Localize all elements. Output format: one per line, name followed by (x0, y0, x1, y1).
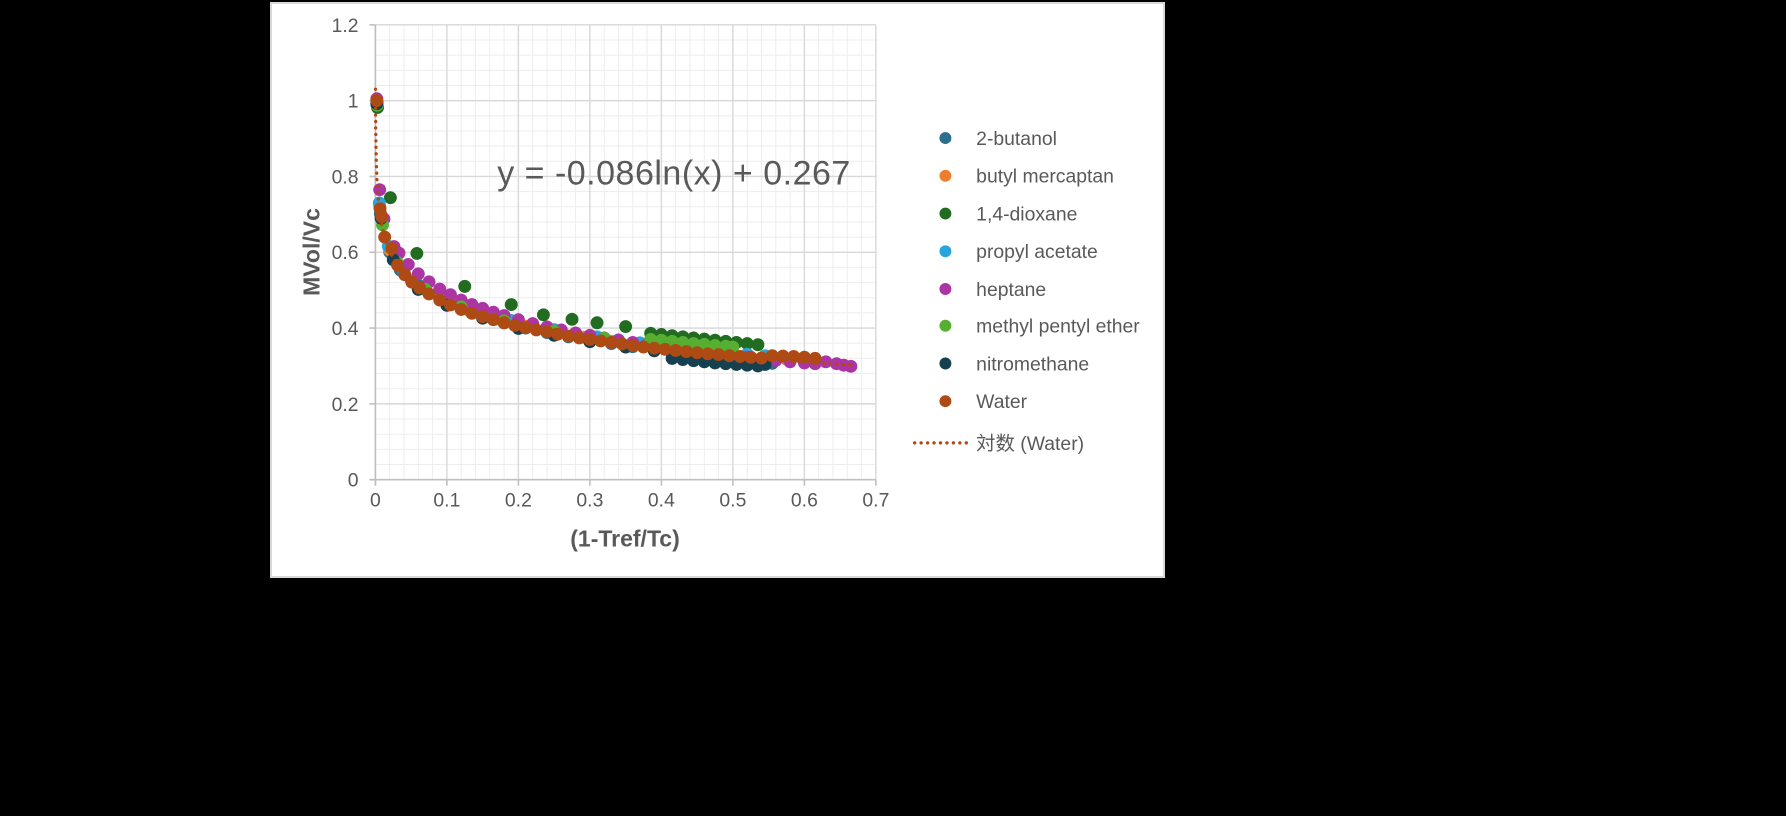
axes (369, 24, 877, 486)
series-1-4-dioxane (371, 101, 765, 352)
y-tick-label: 0.4 (332, 318, 359, 340)
trendline-water (373, 87, 853, 367)
y-tick-label: 1.2 (332, 15, 359, 37)
x-tick-labels: 0 0.1 0.2 0.3 0.4 0.5 0.6 0.7 (370, 489, 889, 511)
x-tick-label: 0.6 (791, 489, 818, 511)
y-tick-label: 0 (348, 470, 359, 492)
y-tick-label: 0.2 (332, 394, 359, 416)
legend-item-butyl-mercaptan[interactable]: butyl mercaptan (939, 166, 1114, 188)
legend-marker-icon (939, 245, 952, 258)
legend-marker-icon (939, 395, 952, 408)
y-tick-label: 1 (348, 91, 359, 113)
x-tick-label: 0 (370, 489, 381, 511)
y-tick-label: 0.6 (332, 242, 359, 264)
trendline-equation: y = -0.086ln(x) + 0.267 (497, 154, 851, 193)
x-tick-label: 0.5 (719, 489, 746, 511)
legend-item-heptane[interactable]: heptane (939, 279, 1046, 301)
major-gridlines (374, 24, 877, 481)
y-tick-labels: 0 0.2 0.4 0.6 0.8 1 1.2 (332, 15, 359, 492)
legend-label: butyl mercaptan (976, 166, 1114, 188)
chart-panel[interactable]: 0 0.1 0.2 0.3 0.4 0.5 0.6 0.7 0 0.2 0.4 0.6 0.8 1 1.2 2… (270, 2, 1165, 578)
legend-item-methyl-pentyl-ether[interactable]: methyl pentyl ether (939, 316, 1140, 338)
scatter-chart: 0 0.1 0.2 0.3 0.4 0.5 0.6 0.7 0 0.2 0.4 0.6 0.8 1 1.2 2… (332, 15, 1141, 512)
legend-marker-icon (939, 319, 952, 332)
legend: 2-butanol butyl mercaptan 1,4-dioxane propy… (912, 128, 1140, 455)
legend-item-trendline[interactable]: 対数 (Water) (912, 433, 1084, 455)
series-butyl-mercaptan (370, 94, 811, 368)
legend-marker-icon (939, 169, 952, 182)
legend-marker-icon (939, 132, 952, 145)
legend-marker-icon (939, 283, 952, 295)
series-heptane (370, 92, 858, 373)
x-tick-label: 0.2 (505, 489, 532, 511)
legend-item-water[interactable]: Water (939, 391, 1028, 413)
legend-item-1-4-dioxane[interactable]: 1,4-dioxane (939, 203, 1077, 225)
legend-label: 2-butanol (976, 128, 1057, 150)
legend-label: 対数 (Water) (976, 433, 1084, 455)
legend-label: 1,4-dioxane (976, 203, 1077, 225)
x-tick-label: 0.4 (648, 489, 675, 511)
legend-label: methyl pentyl ether (976, 316, 1140, 338)
legend-label: propyl acetate (976, 241, 1098, 263)
x-tick-label: 0.3 (576, 489, 603, 511)
legend-label: heptane (976, 279, 1046, 301)
series-methyl-pentyl-ether (370, 98, 740, 354)
legend-label: Water (976, 391, 1027, 413)
x-axis-title: (1-Tref/Tc) (570, 525, 680, 552)
x-tick-label: 0.1 (433, 489, 460, 511)
legend-item-2-butanol[interactable]: 2-butanol (939, 128, 1057, 150)
y-axis-title: MVol/Vc (298, 208, 325, 296)
legend-marker-icon (939, 357, 952, 370)
x-tick-label: 0.7 (862, 489, 889, 511)
y-tick-label: 0.8 (332, 166, 359, 188)
legend-item-nitromethane[interactable]: nitromethane (939, 353, 1089, 375)
legend-label: nitromethane (976, 353, 1089, 375)
legend-item-propyl-acetate[interactable]: propyl acetate (939, 241, 1098, 263)
legend-marker-icon (939, 207, 952, 220)
